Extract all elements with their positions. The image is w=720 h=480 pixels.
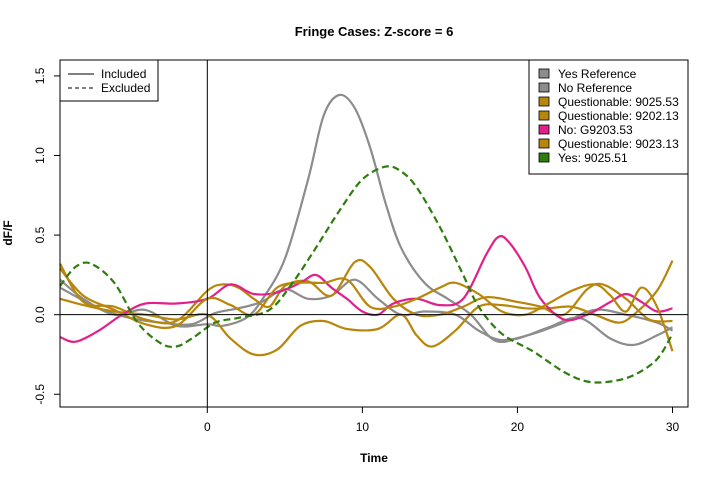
reference-lines <box>60 60 688 407</box>
series-line-7 <box>59 165 674 384</box>
color-legend-swatch <box>538 110 550 121</box>
y-tick-label: 1.0 <box>33 147 47 164</box>
series-line-5 <box>59 235 673 343</box>
color-legend-swatch <box>538 138 550 149</box>
color-legend-label: Yes: 9025.51 <box>558 151 628 165</box>
linetype-legend-label: Included <box>101 67 146 81</box>
series-line-6 <box>59 267 674 352</box>
x-tick-label: 20 <box>511 420 525 434</box>
x-tick-label: 30 <box>666 420 680 434</box>
y-axis: -0.5 0.0 0.5 1.0 1.5 <box>33 67 60 405</box>
color-legend-swatch <box>538 96 550 107</box>
y-axis-title: dF/F <box>1 220 15 245</box>
color-legend-label: Yes Reference <box>558 67 637 81</box>
series-line-4 <box>59 260 674 357</box>
color-legend-swatch <box>538 152 550 163</box>
y-tick-label: 0.5 <box>33 226 47 243</box>
color-legend-swatch <box>538 82 550 93</box>
y-tick-label: -0.5 <box>33 384 47 405</box>
x-tick-label: 0 <box>204 420 211 434</box>
x-axis: 0 10 20 30 <box>204 407 680 434</box>
series-line-2 <box>59 278 674 342</box>
series-line-1 <box>59 93 673 347</box>
y-tick-label: 1.5 <box>33 67 47 84</box>
color-legend-swatch <box>538 124 550 135</box>
color-legend-label: Questionable: 9202.13 <box>558 109 679 123</box>
chart-title: Fringe Cases: Z-score = 6 <box>295 24 454 39</box>
series-line-3 <box>59 258 673 325</box>
x-tick-label: 10 <box>356 420 370 434</box>
series-layer <box>59 93 674 384</box>
plot-frame <box>59 59 689 408</box>
color-legend-label: Questionable: 9023.13 <box>558 137 679 151</box>
linetype-legend-box <box>59 59 159 102</box>
color-legend-label: Questionable: 9025.53 <box>558 95 679 109</box>
x-axis-title: Time <box>360 451 388 465</box>
color-legend-label: No: G9203.53 <box>558 123 633 137</box>
color-legend-box <box>528 59 689 175</box>
y-tick-label: 0.0 <box>33 306 47 323</box>
color-legend-swatch <box>538 68 550 79</box>
linetype-legend-label: Excluded <box>101 81 150 95</box>
color-legend-label: No Reference <box>558 81 632 95</box>
